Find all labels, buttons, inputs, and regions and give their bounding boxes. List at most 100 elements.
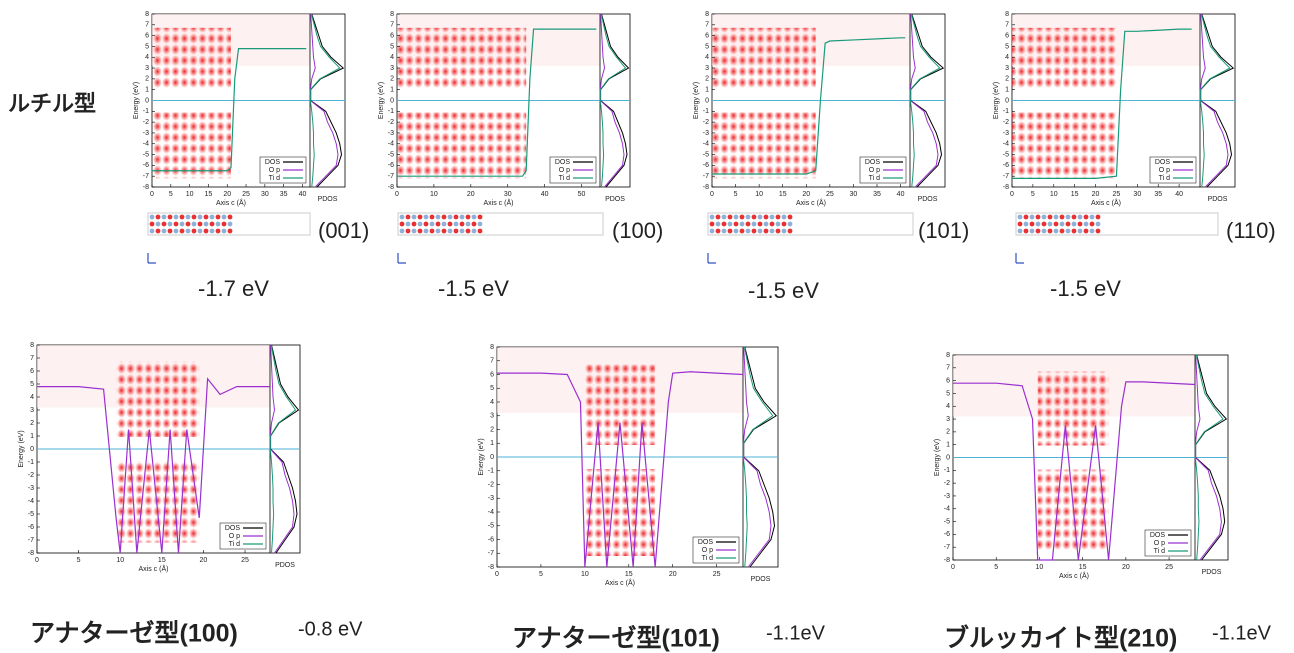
x-tick-label: 30 <box>1133 191 1141 198</box>
atom <box>722 215 727 220</box>
atom <box>216 215 221 220</box>
atom <box>472 215 477 220</box>
y-tick-label: -5 <box>703 151 709 158</box>
y-tick-label: 6 <box>705 32 709 39</box>
y-tick-label: 1 <box>390 87 394 94</box>
atom <box>174 229 179 234</box>
y-tick-label: -8 <box>703 184 709 191</box>
y-tick-label: 1 <box>705 87 709 94</box>
y-tick-label: 8 <box>145 11 149 18</box>
x-tick-label: 20 <box>1122 564 1130 571</box>
x-tick-label: 15 <box>205 191 213 198</box>
atom <box>150 222 155 227</box>
y-tick-label: -3 <box>143 130 149 137</box>
y-tick-label: 4 <box>490 399 494 406</box>
x-tick-label: 20 <box>1092 191 1100 198</box>
atom <box>1060 215 1065 220</box>
atom <box>764 215 769 220</box>
pdos-label: PDOS <box>1202 569 1222 576</box>
atom <box>776 215 781 220</box>
y-tick-label: 3 <box>705 65 709 72</box>
energy-label: -1.1eV <box>766 622 826 644</box>
atom <box>764 222 769 227</box>
y-tick-label: 1 <box>490 440 494 447</box>
x-axis-label: Axis c (Å) <box>1091 198 1121 207</box>
x-tick-label: 5 <box>1031 191 1035 198</box>
atom <box>764 229 769 234</box>
atom <box>204 222 209 227</box>
x-tick-label: 10 <box>186 191 194 198</box>
atom <box>222 215 227 220</box>
atom <box>436 215 441 220</box>
x-tick-label: 10 <box>581 571 589 578</box>
atom <box>442 229 447 234</box>
x-tick-label: 25 <box>1113 191 1121 198</box>
legend-label: O p <box>559 167 570 174</box>
y-tick-label: -4 <box>388 141 394 148</box>
atom <box>156 229 161 234</box>
x-tick-label: 25 <box>713 571 721 578</box>
y-tick-label: -7 <box>388 173 394 180</box>
atom <box>1054 215 1059 220</box>
atom <box>168 229 173 234</box>
y-tick-label: 0 <box>1005 97 1009 104</box>
structure-frame <box>398 213 603 235</box>
y-tick-label: -3 <box>388 130 394 137</box>
atom <box>412 222 417 227</box>
x-axis-label: Axis c (Å) <box>139 564 169 573</box>
atom <box>198 222 203 227</box>
legend-label: O p <box>229 533 240 540</box>
conduction-band-map <box>397 28 526 89</box>
conduction-band-map <box>585 365 655 445</box>
y-tick-label: -6 <box>388 162 394 169</box>
atom <box>1066 229 1071 234</box>
facet-label: (001) <box>318 218 369 243</box>
atom <box>770 229 775 234</box>
y-tick-label: -5 <box>28 511 34 518</box>
x-tick-label: 20 <box>669 571 677 578</box>
atom <box>192 222 197 227</box>
y-tick-label: -6 <box>944 531 950 538</box>
y-tick-label: 7 <box>390 22 394 29</box>
y-tick-label: 6 <box>145 32 149 39</box>
atom <box>752 222 757 227</box>
atom <box>1024 222 1029 227</box>
x-tick-label: 20 <box>467 191 475 198</box>
y-tick-label: -2 <box>944 480 950 487</box>
y-axis-label: Energy (eV) <box>934 439 941 476</box>
atom <box>192 229 197 234</box>
legend-label: O p <box>1159 167 1170 174</box>
atom <box>1078 229 1083 234</box>
y-tick-label: -8 <box>488 564 494 571</box>
atom <box>716 222 721 227</box>
atom <box>776 229 781 234</box>
y-tick-label: -2 <box>388 119 394 126</box>
y-tick-label: -1 <box>28 459 34 466</box>
y-tick-label: -4 <box>28 498 34 505</box>
atom <box>454 229 459 234</box>
atom <box>782 215 787 220</box>
atom <box>740 229 745 234</box>
atom <box>460 229 465 234</box>
y-tick-label: 4 <box>30 394 34 401</box>
y-tick-label: 8 <box>705 11 709 18</box>
x-tick-label: 5 <box>169 191 173 198</box>
x-tick-label: 40 <box>299 191 307 198</box>
valence-band-map <box>712 113 816 179</box>
atom <box>758 229 763 234</box>
atom <box>400 222 405 227</box>
y-axis-label: Energy (eV) <box>478 438 485 475</box>
phase-caption: アナターゼ型(101) <box>512 625 720 653</box>
y-tick-label: 8 <box>390 11 394 18</box>
x-axis-label: Axis c (Å) <box>216 198 246 207</box>
atom <box>1018 222 1023 227</box>
y-tick-label: -3 <box>488 495 494 502</box>
y-tick-label: 0 <box>390 97 394 104</box>
atom <box>710 215 715 220</box>
structure-frame <box>708 213 913 235</box>
y-tick-label: 8 <box>30 342 34 349</box>
x-tick-label: 30 <box>850 191 858 198</box>
atom <box>752 229 757 234</box>
y-tick-label: 2 <box>1005 76 1009 83</box>
y-tick-label: 0 <box>145 97 149 104</box>
